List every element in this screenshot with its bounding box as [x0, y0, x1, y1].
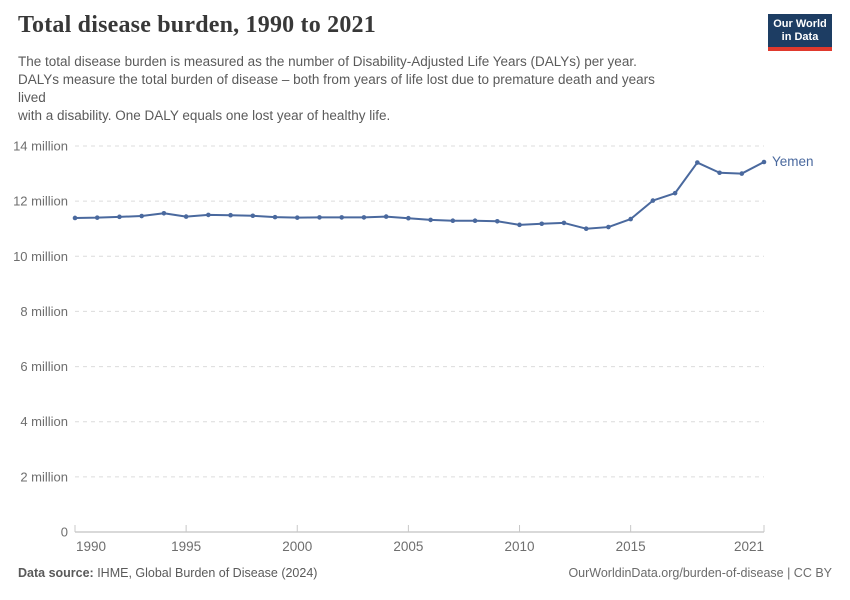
- y-axis-tick-label: 6 million: [20, 359, 68, 374]
- data-point[interactable]: [294, 215, 300, 220]
- data-point[interactable]: [94, 215, 100, 220]
- data-source-text: IHME, Global Burden of Disease (2024): [93, 566, 318, 580]
- data-source-label: Data source:: [18, 566, 94, 580]
- owid-logo[interactable]: Our World in Data: [768, 14, 832, 51]
- data-point[interactable]: [539, 221, 545, 227]
- owid-attribution-link[interactable]: OurWorldinData.org/burden-of-disease | C…: [568, 566, 832, 580]
- data-point[interactable]: [672, 190, 678, 196]
- data-point[interactable]: [339, 215, 345, 220]
- subtitle-line: with a disability. One DALY equals one l…: [18, 108, 391, 123]
- data-point[interactable]: [161, 210, 167, 216]
- page-title: Total disease burden, 1990 to 2021: [18, 12, 376, 38]
- data-point[interactable]: [72, 215, 78, 221]
- y-axis-tick-label: 0: [61, 525, 68, 540]
- series-label-yemen[interactable]: Yemen: [772, 154, 814, 169]
- data-point[interactable]: [717, 170, 722, 176]
- x-axis-tick-label: 2015: [616, 539, 646, 554]
- owid-logo-line1: Our World: [773, 18, 827, 30]
- y-axis-tick-label: 2 million: [20, 469, 68, 484]
- data-point[interactable]: [406, 215, 411, 221]
- data-point[interactable]: [739, 171, 745, 176]
- data-point[interactable]: [517, 222, 522, 228]
- y-axis-tick-label: 4 million: [20, 414, 68, 429]
- data-point[interactable]: [383, 214, 389, 219]
- x-axis-tick-label: 2010: [504, 539, 534, 554]
- owid-logo-line2: in Data: [781, 31, 819, 43]
- data-point[interactable]: [494, 218, 500, 224]
- data-point[interactable]: [272, 214, 278, 220]
- data-point[interactable]: [650, 198, 656, 203]
- data-point[interactable]: [317, 215, 322, 220]
- data-point[interactable]: [428, 217, 433, 223]
- series-line-yemen[interactable]: [74, 160, 765, 230]
- x-axis-tick-label: 1990: [76, 539, 106, 554]
- data-point[interactable]: [561, 220, 567, 226]
- data-point[interactable]: [695, 160, 700, 165]
- data-point[interactable]: [139, 213, 144, 219]
- data-point[interactable]: [628, 216, 633, 222]
- data-point[interactable]: [361, 215, 367, 220]
- data-point[interactable]: [761, 159, 767, 165]
- subtitle-line: DALYs measure the total burden of diseas…: [18, 72, 655, 87]
- subtitle-line: The total disease burden is measured as …: [18, 54, 637, 69]
- x-axis-tick-label: 2000: [282, 539, 312, 554]
- data-point[interactable]: [250, 213, 256, 219]
- chart-subtitle: The total disease burden is measured as …: [18, 53, 742, 125]
- data-point[interactable]: [228, 212, 233, 218]
- data-point[interactable]: [450, 218, 456, 224]
- y-axis-tick-label: 8 million: [20, 304, 68, 319]
- data-point[interactable]: [583, 226, 589, 232]
- y-axis-tick-label: 14 million: [13, 139, 68, 154]
- subtitle-line: lived: [18, 90, 46, 105]
- y-axis-tick-label: 10 million: [13, 249, 68, 264]
- data-point[interactable]: [206, 212, 211, 218]
- x-axis-tick-label: 1995: [171, 539, 201, 554]
- x-axis-tick-label: 2021: [734, 539, 764, 554]
- data-point[interactable]: [606, 224, 611, 230]
- chart-footer: Data source: IHME, Global Burden of Dise…: [18, 566, 832, 580]
- y-axis-tick-label: 12 million: [13, 194, 68, 209]
- x-axis-tick-label: 2005: [393, 539, 423, 554]
- data-point[interactable]: [183, 214, 189, 219]
- data-point[interactable]: [472, 218, 478, 224]
- data-point[interactable]: [117, 214, 122, 220]
